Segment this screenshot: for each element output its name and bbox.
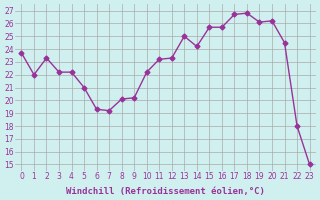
X-axis label: Windchill (Refroidissement éolien,°C): Windchill (Refroidissement éolien,°C) [66, 187, 265, 196]
